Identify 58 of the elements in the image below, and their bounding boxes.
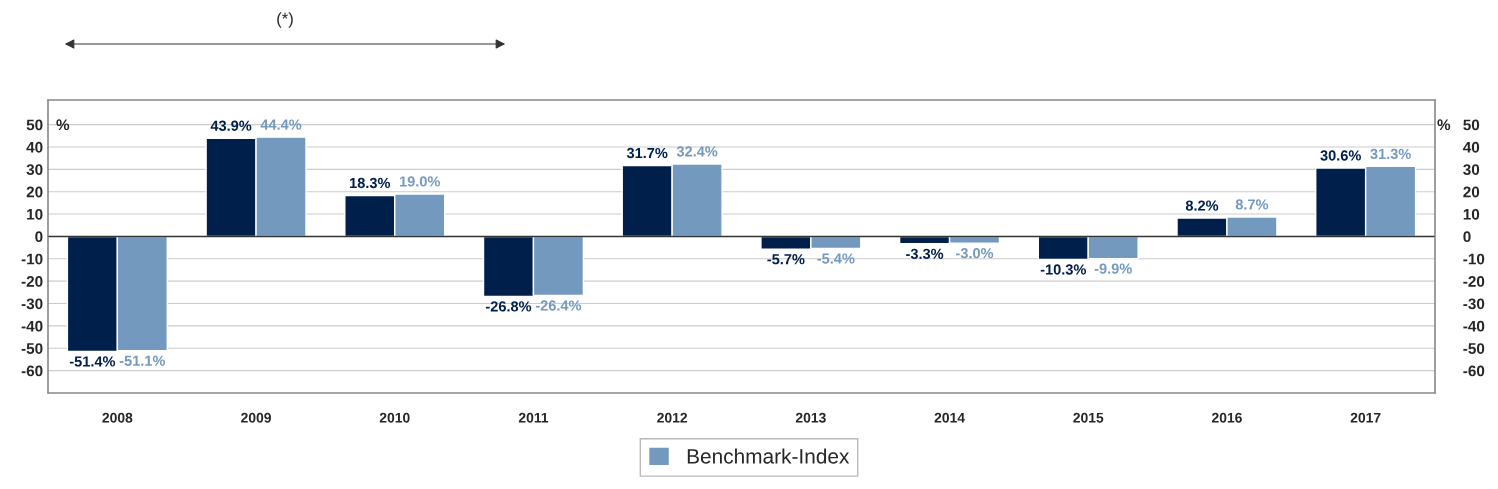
y-tick-label: -40 <box>21 320 43 332</box>
data-label: 8.7% <box>1235 199 1269 210</box>
data-label: -3.0% <box>956 248 994 259</box>
data-label: 19.0% <box>399 176 441 187</box>
y2-tick-label: 0 <box>1463 231 1471 243</box>
y2-tick-label: 10 <box>1463 208 1480 220</box>
data-label: 43.9% <box>210 120 252 131</box>
x-tick-label: 2015 <box>1073 412 1104 423</box>
data-label: 31.7% <box>626 147 668 159</box>
x-tick-label: 2016 <box>1211 412 1242 423</box>
y2-tick-label: 30 <box>1463 164 1480 176</box>
y-tick-label: 30 <box>26 164 43 176</box>
x-tick-label: 2014 <box>934 412 965 423</box>
x-tick-label: 2012 <box>657 412 688 423</box>
data-label: -51.4% <box>69 356 116 367</box>
data-label: 8.2% <box>1185 200 1219 211</box>
y2-tick-label: 50 <box>1463 119 1480 131</box>
y2-tick-label: 40 <box>1463 141 1480 153</box>
y-tick-label: 10 <box>27 208 43 220</box>
legend-label: Benchmark-Index <box>687 448 850 464</box>
data-label: 44.4% <box>260 119 302 130</box>
data-label: 31.3% <box>1370 148 1411 160</box>
data-label: -26.4% <box>535 300 582 311</box>
text: (*) <box>277 12 293 28</box>
x-tick-label: 2017 <box>1350 412 1381 423</box>
y-tick-label: -20 <box>21 276 43 287</box>
data-label: -10.3% <box>1040 264 1086 275</box>
data-label: -51.1% <box>119 355 166 366</box>
x-tick-label: 2008 <box>102 412 133 423</box>
y2-tick-label: 20 <box>1463 186 1480 198</box>
data-label: -26.8% <box>485 301 532 312</box>
y-tick-label: 20 <box>26 186 43 198</box>
y2-tick-label: -30 <box>1463 298 1485 310</box>
x-tick-label: 2011 <box>518 412 549 423</box>
y-tick-label: 40 <box>26 141 43 153</box>
y-axis-title: % <box>56 119 70 131</box>
y2-tick-label: -50 <box>1463 343 1485 354</box>
x-tick-label: 2010 <box>379 412 410 423</box>
y-tick-label: 50 <box>26 119 43 131</box>
data-label: 30.6% <box>1320 150 1361 161</box>
x-tick-label: 2009 <box>241 412 271 423</box>
y2-tick-label: -60 <box>1463 365 1485 377</box>
y-tick-label: -50 <box>21 343 43 354</box>
data-label: 18.3% <box>350 177 391 189</box>
x-tick-label: 2013 <box>795 412 826 423</box>
y2-axis-title: % <box>1437 119 1451 131</box>
y-tick-label: -30 <box>21 298 43 310</box>
y-tick-label: 0 <box>35 231 43 243</box>
data-label: 32.4% <box>676 146 718 157</box>
y-tick-label: -10 <box>21 253 43 265</box>
data-label: -3.3% <box>906 248 944 260</box>
data-label: -9.9% <box>1094 263 1132 274</box>
data-label: -5.4% <box>817 253 855 264</box>
data-label: -5.7% <box>767 254 805 265</box>
y2-tick-label: -20 <box>1463 276 1485 287</box>
y2-tick-label: -40 <box>1463 320 1485 332</box>
y-tick-label: -60 <box>21 365 43 377</box>
y2-tick-label: -10 <box>1463 253 1485 265</box>
